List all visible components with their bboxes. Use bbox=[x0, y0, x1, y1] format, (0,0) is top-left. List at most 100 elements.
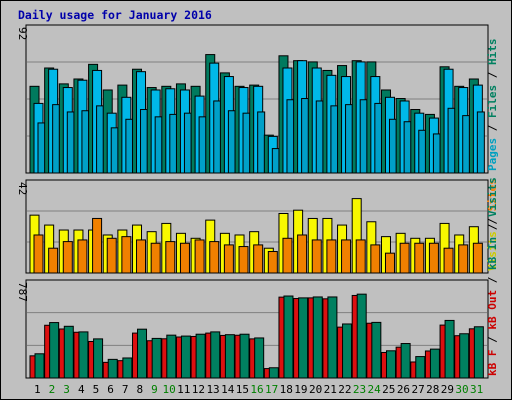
bar-pages-day-6 bbox=[110, 127, 119, 174]
bar-sites-day-15 bbox=[238, 246, 249, 274]
bar-pages-day-5 bbox=[96, 105, 105, 174]
bar-pages-day-3 bbox=[66, 111, 75, 174]
bar-sites-day-22 bbox=[341, 239, 352, 274]
bar-kb-in-day-27 bbox=[415, 356, 426, 379]
x-tick-label-day-7: 7 bbox=[122, 383, 129, 396]
bar-kb-in-day-13 bbox=[210, 331, 221, 379]
bar-pages-day-27 bbox=[418, 129, 427, 174]
x-tick-label-day-27: 27 bbox=[411, 383, 424, 396]
legend-entry: kB Out bbox=[486, 290, 499, 330]
bar-pages-day-16 bbox=[257, 111, 266, 174]
bar-sites-day-29 bbox=[443, 247, 454, 274]
bar-kb-in-day-22 bbox=[342, 323, 353, 379]
legend-kb: kB F / kB Out / kB In / Visits bbox=[486, 177, 499, 376]
x-tick-label-day-14: 14 bbox=[221, 383, 235, 396]
bar-pages-day-17 bbox=[271, 148, 280, 174]
bar-pages-day-2 bbox=[52, 104, 61, 174]
bar-kb-in-day-19 bbox=[298, 297, 309, 379]
bar-sites-day-7 bbox=[121, 236, 132, 274]
bar-pages-day-12 bbox=[198, 116, 207, 174]
bar-sites-day-5 bbox=[92, 217, 103, 274]
bar-pages-day-22 bbox=[345, 104, 354, 174]
scale-label: 42 bbox=[16, 182, 29, 195]
bar-kb-in-day-12 bbox=[195, 333, 206, 379]
bar-kb-in-day-29 bbox=[444, 319, 455, 379]
bar-kb-in-day-25 bbox=[385, 350, 396, 379]
bar-pages-day-23 bbox=[359, 99, 368, 174]
bar-pages-day-26 bbox=[403, 121, 412, 174]
bar-pages-day-14 bbox=[227, 110, 236, 174]
bar-kb-in-day-6 bbox=[107, 358, 118, 379]
x-tick-label-day-9: 9 bbox=[151, 383, 158, 396]
bar-pages-day-15 bbox=[242, 112, 251, 174]
legend-separator: / bbox=[486, 118, 499, 138]
x-tick-label-day-18: 18 bbox=[280, 383, 293, 396]
legend-entry: Pages bbox=[486, 138, 499, 171]
x-tick-label-day-15: 15 bbox=[236, 383, 249, 396]
x-tick-label-day-26: 26 bbox=[397, 383, 410, 396]
bar-sites-day-9 bbox=[150, 242, 161, 274]
bar-sites-day-20 bbox=[311, 239, 322, 274]
bar-kb-in-day-7 bbox=[122, 357, 133, 379]
bar-kb-in-day-11 bbox=[180, 335, 191, 379]
x-tick-label-day-28: 28 bbox=[426, 383, 439, 396]
bar-kb-in-day-31 bbox=[473, 326, 484, 379]
bar-kb-in-day-4 bbox=[78, 331, 89, 379]
legend-entry: Hits bbox=[486, 39, 499, 66]
bar-pages-day-24 bbox=[374, 102, 383, 174]
bar-sites-day-1 bbox=[33, 234, 44, 274]
bar-pages-day-18 bbox=[286, 99, 295, 174]
bar-pages-day-4 bbox=[81, 110, 90, 174]
bar-pages-day-10 bbox=[169, 113, 178, 174]
x-tick-label-day-13: 13 bbox=[206, 383, 219, 396]
x-tick-label-day-21: 21 bbox=[324, 383, 337, 396]
bar-sites-day-30 bbox=[458, 244, 469, 274]
legend-entry: Files bbox=[486, 85, 499, 118]
x-tick-label-day-23: 23 bbox=[353, 383, 366, 396]
bar-sites-day-25 bbox=[384, 252, 395, 274]
x-tick-label-day-29: 29 bbox=[441, 383, 454, 396]
legend-separator: / bbox=[486, 330, 499, 350]
bar-sites-day-11 bbox=[179, 242, 190, 274]
bar-sites-day-10 bbox=[165, 241, 176, 274]
bar-kb-in-day-18 bbox=[283, 295, 294, 379]
legend-entry: Visits bbox=[486, 231, 499, 271]
bar-kb-in-day-1 bbox=[34, 353, 45, 379]
x-tick-label-day-19: 19 bbox=[294, 383, 307, 396]
bar-sites-day-24 bbox=[370, 244, 381, 274]
bar-sites-day-19 bbox=[297, 234, 308, 274]
scale-label: 787 bbox=[16, 282, 29, 302]
bar-kb-in-day-8 bbox=[137, 328, 148, 379]
bar-kb-in-day-10 bbox=[166, 334, 177, 379]
bar-sites-day-18 bbox=[282, 237, 293, 274]
bar-pages-day-8 bbox=[140, 109, 149, 174]
x-tick-label-day-5: 5 bbox=[93, 383, 100, 396]
legend-separator: / bbox=[486, 211, 499, 231]
bar-kb-in-day-5 bbox=[93, 338, 104, 379]
bar-sites-day-6 bbox=[106, 237, 117, 274]
bar-sites-day-8 bbox=[136, 239, 147, 274]
bar-kb-in-day-26 bbox=[400, 343, 411, 379]
legend-visits-sites: Visits / Sites bbox=[486, 178, 499, 271]
legend-entry: Visits bbox=[486, 177, 499, 217]
x-tick-label-day-6: 6 bbox=[107, 383, 114, 396]
bar-kb-in-day-23 bbox=[356, 293, 367, 379]
bar-sites-day-23 bbox=[355, 239, 366, 274]
scale-label: 92 bbox=[16, 27, 29, 40]
bar-pages-day-13 bbox=[213, 100, 222, 174]
x-tick-label-day-17: 17 bbox=[265, 383, 278, 396]
bar-pages-day-21 bbox=[330, 105, 339, 174]
bar-kb-in-day-16 bbox=[254, 337, 265, 379]
x-tick-label-day-20: 20 bbox=[309, 383, 322, 396]
x-tick-label-day-31: 31 bbox=[470, 383, 483, 396]
x-tick-label-day-3: 3 bbox=[63, 383, 70, 396]
bar-kb-in-day-14 bbox=[224, 334, 235, 379]
bar-sites-day-17 bbox=[267, 251, 278, 274]
bar-sites-day-26 bbox=[399, 242, 410, 274]
bar-pages-day-28 bbox=[432, 133, 441, 174]
x-tick-label-day-24: 24 bbox=[368, 383, 382, 396]
bar-kb-in-day-21 bbox=[327, 296, 338, 379]
bar-kb-in-day-17 bbox=[268, 367, 279, 379]
bar-kb-in-day-9 bbox=[151, 337, 162, 379]
